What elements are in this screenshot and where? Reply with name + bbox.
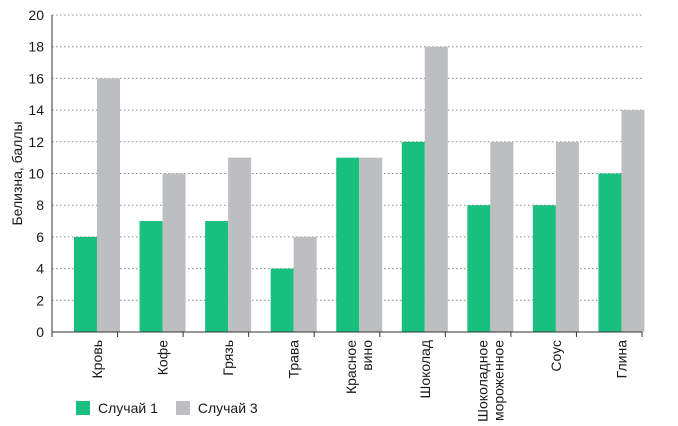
x-tick-label-group-1: Кофе — [155, 340, 171, 375]
bar-series-1-7 — [532, 205, 556, 332]
x-tick-label-group-8: Глина — [613, 340, 629, 379]
x-tick-label-group-7: Соус — [548, 340, 564, 372]
legend-item-series-1: Случай 1 — [76, 400, 158, 416]
x-tick-label-group-6: Шоколадное мороженное — [474, 340, 506, 422]
x-tick-label-group-5: Шоколад — [417, 340, 433, 399]
legend-swatch-series-1 — [76, 401, 90, 415]
x-tick-label-3-0: Трава — [286, 340, 302, 379]
axes — [51, 15, 643, 337]
bar-series-3-1 — [162, 173, 186, 332]
bar-series-1-5 — [401, 141, 425, 332]
bar-series-1-1 — [139, 221, 163, 332]
x-tick-label-2-0: Грязь — [220, 340, 236, 376]
y-tick-label-10: 10 — [28, 166, 44, 182]
bar-series-3-6 — [490, 141, 514, 332]
bar-series-1-8 — [598, 173, 622, 332]
x-tick-label-group-3: Трава — [286, 340, 302, 379]
bar-series-3-5 — [424, 46, 448, 332]
y-tick-label-2: 2 — [36, 292, 44, 308]
labels: 0 2 4 6 8 10 12 14 16 18 20 Белизна, баллы Кровь Кофе… — [9, 7, 629, 422]
bar-series-3-8 — [621, 110, 645, 332]
y-axis-title: Белизна, баллы — [9, 121, 25, 225]
y-tick-label-12: 12 — [28, 134, 44, 150]
bar-series-1-2 — [205, 221, 229, 332]
x-tick-label-group-4: Красное вино — [343, 340, 375, 394]
legend-label-series-3: Случай 3 — [197, 400, 258, 416]
y-tick-label-18: 18 — [28, 39, 44, 55]
legend-swatch-series-3 — [175, 401, 190, 415]
x-tick-label-4-1: вино — [359, 340, 375, 371]
legend-label-series-1: Случай 1 — [98, 400, 158, 416]
y-tick-label-6: 6 — [36, 229, 44, 245]
x-tick-label-group-2: Грязь — [220, 340, 236, 376]
x-tick-label-0-0: Кровь — [89, 340, 105, 378]
y-tick-label-14: 14 — [28, 102, 44, 118]
bar-series-1-4 — [336, 157, 360, 332]
bar-series-1-6 — [467, 205, 491, 332]
chart-legend: Случай 1 Случай 3 — [76, 400, 258, 416]
x-tick-label-1-0: Кофе — [155, 340, 171, 375]
bar-series-3-7 — [555, 141, 579, 332]
x-tick-label-6-0: Шоколадное — [474, 340, 490, 422]
bar-series-3-0 — [97, 78, 120, 333]
y-tick-label-0: 0 — [36, 324, 44, 340]
x-tick-label-4-0: Красное — [343, 340, 359, 394]
legend-item-series-3: Случай 3 — [175, 400, 258, 416]
x-tick-label-8-0: Глина — [613, 340, 629, 379]
bar-series-1-0 — [74, 236, 97, 332]
x-tick-label-group-0: Кровь — [89, 340, 105, 378]
y-tick-label-4: 4 — [36, 261, 44, 277]
x-tick-label-7-0: Соус — [548, 340, 564, 372]
y-tick-label-16: 16 — [28, 70, 44, 86]
bar-series-3-4 — [359, 157, 383, 332]
y-tick-label-8: 8 — [36, 197, 44, 213]
bar-series-1-3 — [270, 268, 294, 332]
y-tick-label-20: 20 — [28, 7, 44, 23]
bar-series-3-2 — [228, 157, 252, 332]
x-tick-label-6-1: мороженное — [490, 340, 506, 421]
bar-series-3-3 — [293, 236, 317, 332]
bars — [74, 46, 645, 333]
x-tick-label-5-0: Шоколад — [417, 340, 433, 399]
